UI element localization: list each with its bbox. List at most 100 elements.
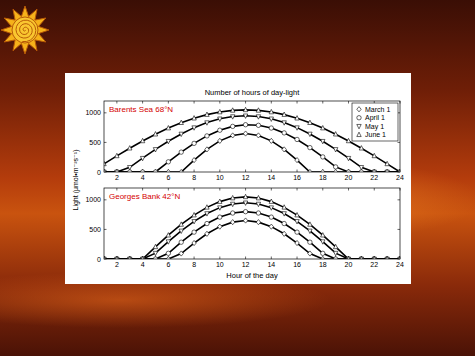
x-tick [219,101,220,104]
y-tick-label: 0 [97,256,101,263]
sun-icon [1,6,49,54]
x-tick [271,170,272,173]
series-marker [205,205,209,209]
series-marker [218,215,222,219]
series-marker [359,146,363,150]
y-tick-label: 500 [89,139,101,146]
series-marker [308,222,312,226]
series-marker [205,212,209,216]
x-tick-label: 4 [141,261,145,268]
y-tick [398,199,401,200]
series-marker [282,121,286,125]
y-tick-label: 1000 [85,196,101,203]
series-marker [256,133,260,138]
legend-label: May 1 [365,123,384,131]
series-marker [333,256,337,259]
x-tick [271,257,272,260]
sun-rays [1,6,49,54]
x-tick-label: 18 [319,174,327,181]
series-marker [166,160,170,164]
series-marker [243,123,247,127]
series-marker [140,256,144,259]
series-marker [115,256,119,259]
series-marker [256,115,260,119]
series-marker [321,251,325,255]
series-marker [282,112,286,116]
series-marker [153,169,157,172]
x-tick [374,188,375,191]
series-marker [205,112,209,116]
x-tick [245,188,246,191]
x-tick-label: 14 [267,174,275,181]
series-marker [153,132,157,136]
series-marker [243,218,247,223]
series-marker [321,256,325,259]
series-marker [359,256,363,259]
series-marker [282,212,286,216]
legend: March 1April 1May 1June 1 [352,103,398,141]
annotation: Georges Bank 42°N [109,192,180,201]
series-marker [166,169,170,172]
x-tick-label: 20 [345,261,353,268]
x-tick-label: 16 [293,261,301,268]
x-tick-label: 10 [216,261,224,268]
slide: {"chart_data": [ {"type": "line", "title… [0,0,475,356]
series-marker [128,256,132,259]
x-tick-label: 2 [115,261,119,268]
series-marker [346,256,350,259]
series-marker [295,220,299,224]
series-marker [256,202,260,206]
series-marker [231,202,235,206]
series-marker [359,166,363,170]
series-marker [192,230,196,234]
series-marker [308,145,312,149]
series-marker [218,199,222,203]
x-tick [297,257,298,260]
series-marker [308,132,312,136]
legend-marker [357,116,361,120]
series-marker [321,155,325,159]
series-marker [115,256,119,259]
series-marker [243,107,247,111]
x-tick-label: 10 [216,174,224,181]
series-marker [346,169,350,172]
series-marker [243,131,247,136]
series-marker [269,117,273,121]
series-marker [256,108,260,112]
series-marker [128,146,132,150]
series-marker [218,128,222,132]
title: Number of hours of day-light [205,88,301,97]
x-tick-label: 20 [345,174,353,181]
series-marker [359,256,363,259]
series-marker [179,240,183,244]
series-marker [231,115,235,119]
series-marker [295,126,299,130]
x-tick [245,101,246,104]
series-marker [218,138,222,143]
x-tick-label: 22 [370,174,378,181]
series-marker [140,169,144,172]
legend-box [352,103,398,141]
x-tick [245,257,246,260]
y-tick [104,199,107,200]
x-tick [219,257,220,260]
legend-label: April 1 [365,114,385,122]
series-marker [282,131,286,135]
x-tick [297,101,298,104]
data-group [104,194,400,259]
series-marker [153,256,157,259]
series-marker [269,224,273,229]
series-marker [308,120,312,124]
series-marker [166,139,170,143]
x-tick-label: 2 [115,174,119,181]
x-tick [142,101,143,104]
series-marker [385,169,389,172]
series-marker [282,147,286,152]
series-marker [308,169,312,172]
legend-marker [357,124,361,128]
series-marker [333,148,337,152]
y-tick-label: 0 [97,169,101,176]
series-marker [179,120,183,124]
series-marker [166,240,170,244]
y-tick [398,229,401,230]
